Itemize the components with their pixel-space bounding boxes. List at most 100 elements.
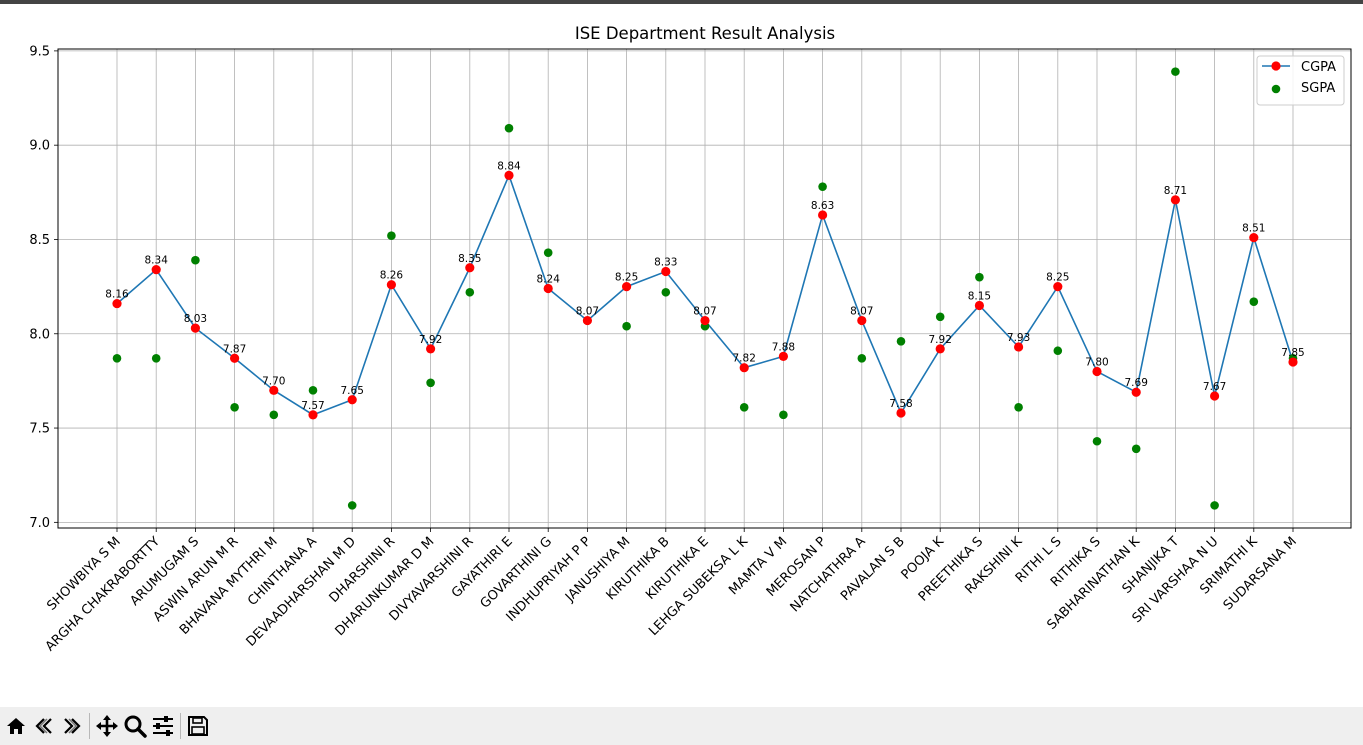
sgpa-point [191,255,200,265]
cgpa-point [857,315,867,326]
cgpa-data-label: 8.15 [968,290,991,302]
forward-icon [64,718,81,734]
cgpa-point [190,323,200,333]
sgpa-point [935,312,945,322]
chart-title: ISE Department Result Analysis [575,24,835,43]
sgpa-point [1171,67,1180,76]
cgpa-point [230,353,240,363]
save-button[interactable] [184,711,212,741]
cgpa-point [504,170,514,180]
y-tick-label: 8.0 [29,327,50,342]
configure-subplots-icon [153,716,173,736]
cgpa-point [582,315,593,326]
cgpa-data-label: 7.67 [1203,381,1226,393]
sgpa-point [896,337,906,346]
cgpa-data-label: 8.07 [693,306,716,318]
cgpa-point [818,210,828,220]
cgpa-data-label: 8.63 [811,200,834,212]
pan-button[interactable] [93,711,121,741]
cgpa-data-label: 8.34 [145,255,169,267]
sgpa-point [230,403,239,412]
cgpa-point [308,410,318,420]
cgpa-point [935,344,945,354]
cgpa-point [347,395,357,405]
cgpa-data-label: 7.58 [889,398,912,410]
sgpa-point [1053,346,1063,356]
y-tick-label: 8.5 [29,233,50,248]
sgpa-point [504,123,514,133]
cgpa-data-label: 7.92 [929,334,952,346]
sgpa-point [1092,436,1102,446]
cgpa-data-label: 7.69 [1125,377,1148,389]
x-tick-label: SUDARSANA M [1221,534,1300,613]
chart-figure: ISE Department Result Analysis 7.0 7.5 8.0… [29,24,1352,654]
cgpa-point [1092,366,1102,377]
sgpa-point [661,287,671,297]
sgpa-point [739,403,749,412]
cgpa-point [1249,232,1259,243]
cgpa-data-label: 8.71 [1164,185,1187,197]
cgpa-point [1210,391,1220,401]
cgpa-data-label: 8.26 [380,270,404,282]
sgpa-point [151,353,161,363]
forward-button[interactable] [58,711,86,741]
cgpa-point [1288,357,1298,367]
cgpa-data-label: 7.92 [419,334,442,346]
sgpa-point [465,287,475,297]
cgpa-point [112,298,122,309]
toolbar-separator [89,713,90,739]
cgpa-data-label: 7.65 [341,385,364,397]
cgpa-point [1131,387,1141,397]
cgpa-point [465,263,475,273]
cgpa-point [1014,342,1024,352]
x-tick-label: CHINTHANA A [245,534,320,609]
cgpa-data-label: 7.87 [223,343,246,355]
cgpa-data-label: 7.85 [1281,347,1304,359]
cgpa-data-label: 7.57 [301,400,324,412]
sgpa-point [857,353,867,363]
back-icon [35,718,52,734]
back-button[interactable] [30,711,58,741]
cgpa-point [386,280,396,290]
cgpa-data-label: 8.03 [184,313,207,325]
cgpa-data-label: 7.80 [1085,356,1108,368]
sgpa-point [1249,297,1259,307]
sgpa-point [818,182,827,191]
cgpa-point [1053,282,1063,292]
sgpa-point [347,501,357,510]
sgpa-point [308,386,318,395]
cgpa-point [661,266,671,277]
sgpa-point [543,248,553,257]
y-tick-label: 7.5 [29,422,50,437]
legend-sgpa-label: SGPA [1301,81,1335,96]
y-tick-label: 9.5 [29,44,50,59]
cgpa-point [739,363,749,373]
legend-sgpa-marker [1271,84,1281,94]
cgpa-data-label: 7.88 [772,341,795,353]
cgpa-data-label: 8.25 [1046,272,1069,284]
sgpa-point [1131,444,1141,454]
cgpa-point [896,408,906,418]
cgpa-point [1170,195,1180,205]
cgpa-data-label: 8.51 [1242,223,1265,235]
x-tick-label: ARUMUGAM S [127,534,202,609]
cgpa-point [269,385,279,395]
navigation-toolbar [0,707,1363,745]
pan-icon [96,715,118,737]
legend: CGPA SGPA [1256,55,1345,106]
zoom-button[interactable] [121,711,149,741]
legend-cgpa-marker [1271,61,1281,71]
legend-cgpa-label: CGPA [1301,60,1336,75]
home-button[interactable] [2,711,30,741]
configure-subplots-button[interactable] [149,711,177,741]
sgpa-point [387,231,396,240]
cgpa-point [151,265,161,275]
cgpa-data-label: 8.33 [654,257,677,269]
save-icon [188,716,208,736]
cgpa-point [974,300,985,311]
toolbar-separator [180,713,181,739]
cgpa-point [543,283,553,294]
cgpa-data-label: 8.24 [537,274,561,286]
cgpa-data-label: 8.16 [105,289,129,301]
